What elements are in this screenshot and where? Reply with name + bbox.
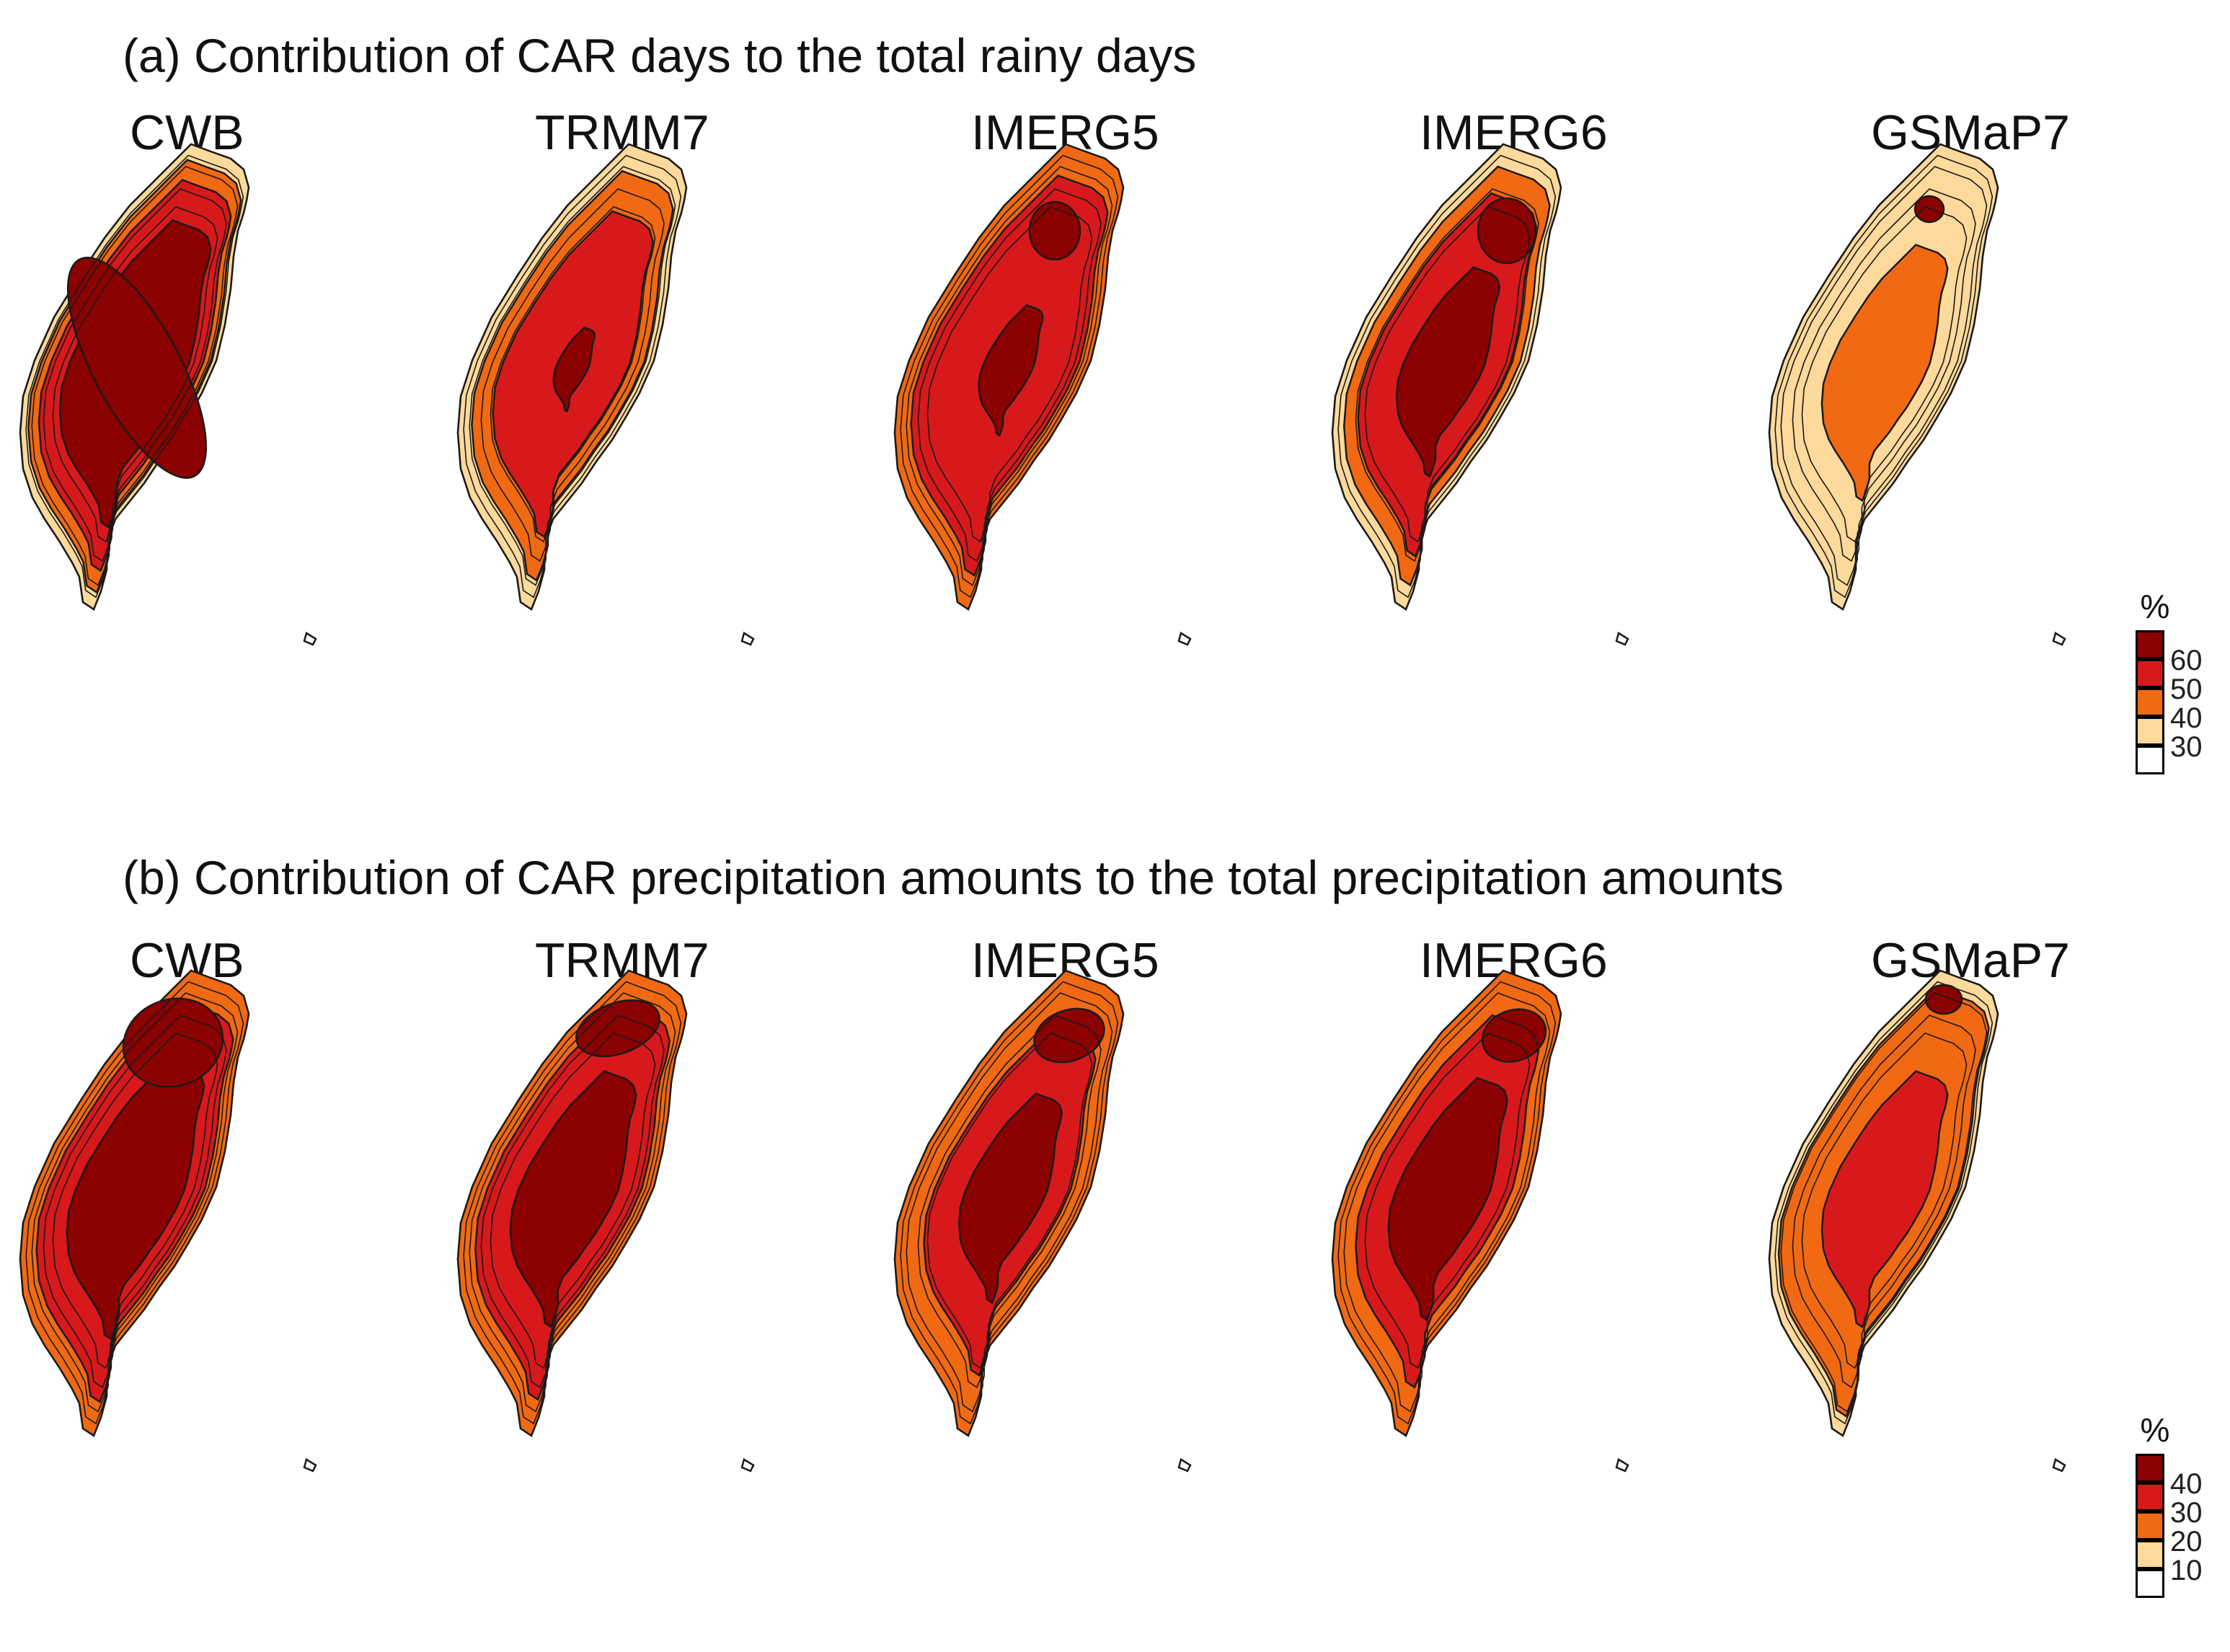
contour-line <box>1364 206 1531 543</box>
legend-b-swatch-2 <box>2136 1483 2164 1511</box>
contour-line <box>1801 1032 1968 1369</box>
contour-line <box>1343 992 1551 1413</box>
contour-line <box>480 188 665 562</box>
contour-line <box>1780 992 1988 1413</box>
contour-band-darkest <box>509 1070 637 1329</box>
legend-a-tick-3: 40 <box>2170 702 2203 734</box>
legend-a-tick-1: 60 <box>2170 645 2203 676</box>
contour-line <box>43 188 227 562</box>
small-island <box>2052 1458 2066 1472</box>
small-island <box>303 632 317 646</box>
contour-line <box>906 992 1113 1413</box>
contour-line <box>917 1015 1102 1389</box>
taiwan-map-a-imerg5 <box>893 143 1192 646</box>
legend-b-tick-1: 40 <box>2170 1468 2203 1500</box>
legend-b-tick-3: 20 <box>2170 1526 2203 1558</box>
map-label-b-gsmap7: GSMaP7 <box>1871 933 2070 988</box>
contour-line <box>1792 188 1976 562</box>
contour-line <box>1355 1015 1539 1389</box>
map-label-a-trmm7: TRMM7 <box>535 105 709 160</box>
contour-line <box>52 206 218 543</box>
legend-a-swatch-1 <box>2136 630 2164 659</box>
small-island <box>1177 1458 1192 1472</box>
legend-b-tick-4: 10 <box>2170 1555 2203 1586</box>
legend-b-swatch-3 <box>2136 1511 2164 1540</box>
small-island <box>1615 1458 1629 1472</box>
contour-line <box>31 166 239 586</box>
taiwan-map-b-cwb <box>19 969 317 1472</box>
contour-core <box>1924 984 1963 1015</box>
contour-line <box>1343 166 1551 586</box>
contour-line <box>926 1032 1093 1369</box>
contour-line <box>31 992 239 1413</box>
legend-a-swatch-5 <box>2136 746 2164 774</box>
panel-b-title: (b) Contribution of CAR precipitation am… <box>123 851 1784 904</box>
legend-a-tick-4: 30 <box>2170 731 2203 763</box>
small-island <box>303 1458 317 1472</box>
small-island <box>1177 632 1192 646</box>
legend-a-swatch-4 <box>2136 717 2164 746</box>
contour-band-darkest <box>978 304 1044 437</box>
legend-b-tick-2: 30 <box>2170 1497 2203 1529</box>
contour-line <box>469 992 676 1413</box>
contour-core <box>1028 200 1081 261</box>
panel-a-title: (a) Contribution of CAR days to the tota… <box>123 29 1197 82</box>
legend-b-swatch-1 <box>2136 1454 2164 1483</box>
legend-a-swatch-3 <box>2136 688 2164 717</box>
contour-core <box>1481 1008 1547 1063</box>
contour-line <box>490 206 656 543</box>
contour-line <box>926 206 1093 543</box>
legend-b-swatch-4 <box>2136 1540 2164 1569</box>
taiwan-map-b-trmm7 <box>456 969 755 1472</box>
contour-core <box>122 997 224 1088</box>
taiwan-map-a-cwb <box>19 143 317 646</box>
contour-core <box>1477 197 1537 265</box>
taiwan-map-a-imerg6 <box>1331 143 1629 646</box>
contour-band-orange <box>1820 244 1949 503</box>
taiwan-map-a-gsmap7 <box>1768 143 2066 646</box>
contour-line <box>1792 1015 1976 1389</box>
contour-line <box>43 1015 227 1389</box>
contour-band-darkest <box>1395 266 1501 478</box>
legend-a-unit: % <box>2140 588 2170 625</box>
contour-band-darkest <box>66 1059 205 1340</box>
contour-line <box>1780 166 1988 586</box>
small-island <box>1615 632 1629 646</box>
legend-a-swatch-2 <box>2136 659 2164 688</box>
contour-line <box>480 1015 665 1389</box>
contour-band-red <box>1820 1070 1949 1329</box>
legend-a-tick-2: 50 <box>2170 673 2203 705</box>
legend-b-swatch-5 <box>2136 1569 2164 1598</box>
small-island <box>2052 632 2066 646</box>
contour-line <box>1801 206 1968 543</box>
contour-line <box>490 1032 656 1369</box>
taiwan-map-b-imerg6 <box>1331 969 1629 1472</box>
legend-a: % 60 50 40 30 <box>2136 590 2230 792</box>
contour-line <box>469 166 676 586</box>
small-island <box>740 632 755 646</box>
contour-line <box>52 1032 218 1369</box>
small-island <box>740 1458 755 1472</box>
legend-b: % 40 30 20 10 <box>2136 1413 2230 1622</box>
contour-line <box>1364 1032 1531 1369</box>
contour-band-darkest <box>552 326 596 413</box>
contour-line <box>917 188 1102 562</box>
contour-band-darkest <box>1387 1077 1508 1322</box>
legend-b-unit: % <box>2140 1411 2170 1449</box>
map-label-a-gsmap7: GSMaP7 <box>1871 105 2070 160</box>
contour-band-darkest <box>957 1092 1063 1304</box>
taiwan-map-a-trmm7 <box>456 143 755 646</box>
taiwan-map-b-gsmap7 <box>1768 969 2066 1472</box>
taiwan-map-b-imerg5 <box>893 969 1192 1472</box>
contour-line <box>906 166 1113 586</box>
contour-core <box>1913 195 1945 224</box>
contour-line <box>1355 188 1539 562</box>
contour-core <box>66 257 208 479</box>
